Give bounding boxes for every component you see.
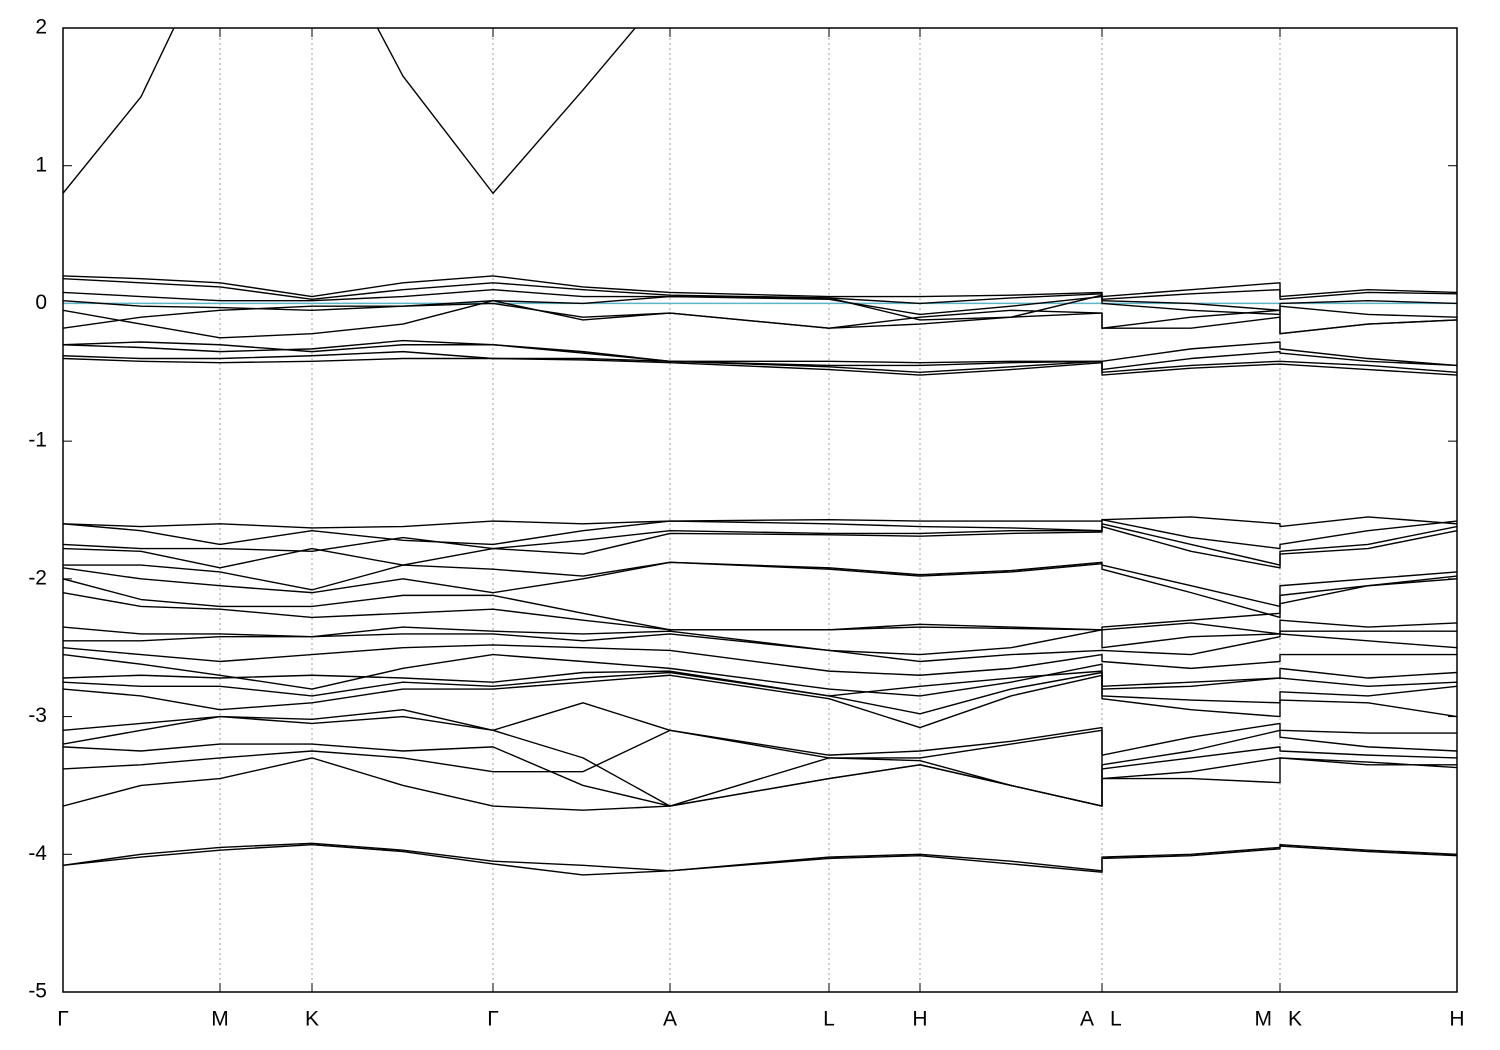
band-line xyxy=(63,357,1457,376)
band-line xyxy=(63,561,1457,619)
x-tick-label: A xyxy=(663,1008,677,1031)
band-line xyxy=(63,591,1457,635)
x-tick-label: L xyxy=(1110,1008,1122,1031)
plot-area xyxy=(63,28,1457,876)
x-tick-label: K xyxy=(305,1008,319,1031)
band-line xyxy=(63,653,1457,697)
x-tick-label: A xyxy=(1080,1008,1094,1031)
band-line xyxy=(63,299,1457,339)
x-tick-label: M xyxy=(211,1008,229,1031)
band-line xyxy=(63,633,1457,663)
band-line xyxy=(63,350,1457,373)
band-line xyxy=(63,702,1457,756)
band-line xyxy=(63,843,1457,876)
band-line xyxy=(63,302,1457,335)
x-tick-label: H xyxy=(912,1008,927,1031)
y-tick-label: -4 xyxy=(28,842,47,865)
band-line xyxy=(63,275,1457,298)
band-line xyxy=(63,626,1457,656)
x-tick-label: H xyxy=(1449,1008,1464,1031)
band-line xyxy=(63,729,1457,780)
band-line xyxy=(63,671,1457,715)
x-tick-label: Γ xyxy=(487,1008,499,1031)
x-tick-label: L xyxy=(823,1008,835,1031)
band-line xyxy=(63,674,1457,729)
plot-frame xyxy=(62,27,1458,993)
x-tick-label: K xyxy=(1288,1008,1302,1031)
y-tick-label: -3 xyxy=(28,704,47,727)
band-line xyxy=(63,757,1457,811)
y-tick-label: 0 xyxy=(35,291,47,314)
band-line xyxy=(63,516,1457,529)
y-tick-label: -1 xyxy=(28,429,47,452)
x-tick-label: Γ xyxy=(57,1008,69,1031)
band-line xyxy=(63,277,1457,305)
y-tick-label: -5 xyxy=(28,980,47,1003)
y-tick-label: -2 xyxy=(28,566,47,589)
band-line xyxy=(63,339,1457,371)
band-line xyxy=(63,644,1457,676)
x-tick-label: M xyxy=(1255,1008,1273,1031)
y-tick-label: 2 xyxy=(35,16,47,39)
band-line xyxy=(63,575,1457,631)
y-tick-label: 1 xyxy=(35,153,47,176)
band-line xyxy=(63,525,1457,569)
band-line xyxy=(63,715,1457,807)
band-line xyxy=(63,518,1457,550)
band-line xyxy=(63,28,637,194)
band-line xyxy=(63,561,1457,608)
